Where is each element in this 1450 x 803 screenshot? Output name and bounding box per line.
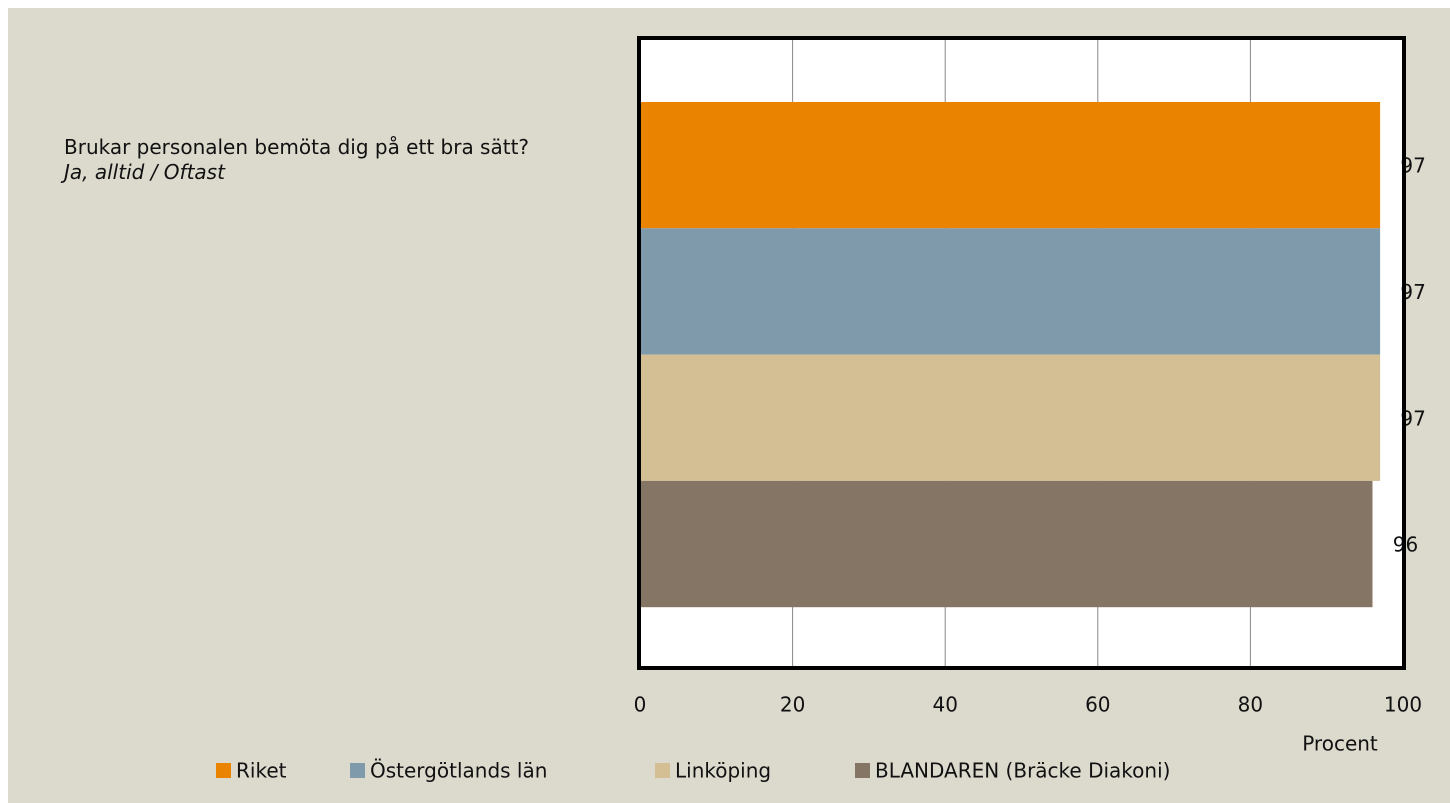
question: Brukar personalen bemöta dig på ett bra … xyxy=(64,135,584,185)
legend-swatch xyxy=(350,763,365,778)
chart-title: Brukar personalen bemöta dig på ett bra … xyxy=(64,135,530,159)
x-tick-label: 40 xyxy=(932,693,957,717)
bar xyxy=(640,480,1373,608)
legend-label: BLANDAREN (Bräcke Diakoni) xyxy=(875,759,1170,783)
legend-swatch xyxy=(655,763,670,778)
x-tick-label: 0 xyxy=(634,693,647,717)
x-tick-label: 20 xyxy=(780,693,805,717)
chart-subtitle: Ja, alltid / Oftast xyxy=(64,160,225,184)
legend-label: Riket xyxy=(236,759,287,783)
bar xyxy=(640,354,1381,481)
x-tick-label: 100 xyxy=(1384,693,1422,717)
bar xyxy=(640,228,1381,355)
legend-label: Östergötlands län xyxy=(370,759,547,783)
bar xyxy=(640,102,1381,229)
x-axis-label: Procent xyxy=(1302,732,1378,756)
legend-swatch xyxy=(216,763,231,778)
plot-border xyxy=(637,36,1406,670)
legend-swatch xyxy=(855,763,870,778)
x-tick-label: 80 xyxy=(1238,693,1263,717)
legend-label: Linköping xyxy=(675,759,771,783)
x-tick-label: 60 xyxy=(1085,693,1110,717)
